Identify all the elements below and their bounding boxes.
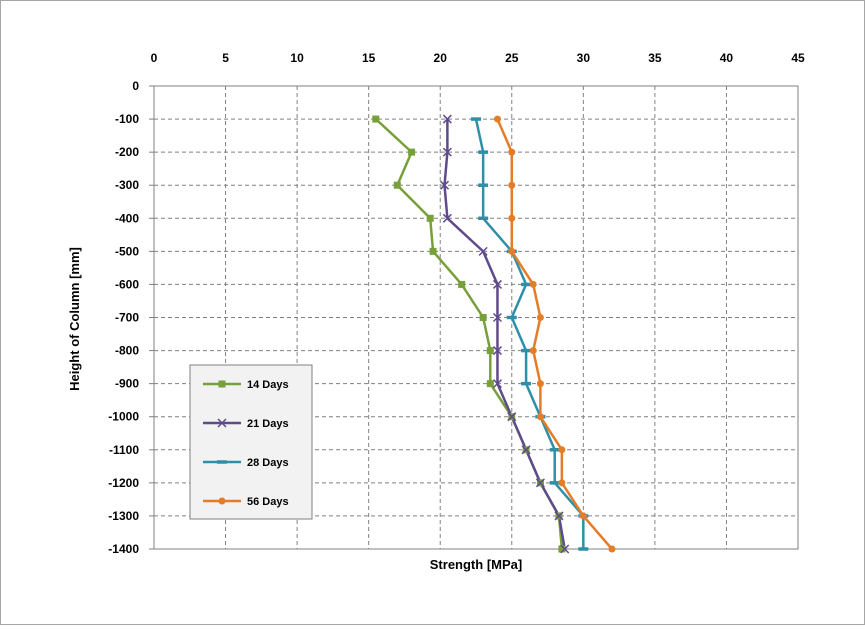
data-point	[529, 280, 537, 288]
x-tick-label: 35	[648, 51, 662, 65]
x-tick-label: 5	[222, 51, 229, 65]
data-point	[218, 497, 226, 505]
data-point	[486, 380, 494, 388]
data-point	[372, 115, 380, 123]
x-axis-title: Strength [MPa]	[430, 557, 522, 572]
data-point	[408, 148, 416, 156]
data-point	[486, 347, 494, 355]
series-lines	[374, 118, 613, 550]
data-point	[439, 180, 450, 190]
legend-label: 14 Days	[247, 379, 289, 391]
x-axis-tick-labels: 0 5 10 15 20 25 30 35 40 45	[151, 51, 805, 65]
data-point	[492, 346, 502, 356]
data-point	[442, 147, 452, 157]
legend-items: 14 Days 21 Days 28 Days 56 Days	[203, 379, 289, 508]
x-tick-label: 15	[362, 51, 376, 65]
legend-label: 28 Days	[247, 457, 289, 469]
legend-box	[189, 364, 313, 520]
data-point	[558, 545, 566, 553]
data-point	[558, 446, 566, 454]
x-tick-label: 45	[791, 51, 805, 65]
data-point	[535, 478, 545, 488]
data-point	[536, 380, 544, 388]
y-tick-label: -400	[115, 211, 139, 225]
data-point	[507, 412, 517, 422]
data-point	[529, 347, 537, 355]
data-point	[508, 214, 516, 222]
series-line	[496, 118, 613, 550]
data-point	[521, 445, 531, 455]
data-point	[393, 181, 401, 189]
data-point	[536, 413, 544, 421]
legend-label: 56 Days	[247, 496, 289, 508]
data-point	[478, 246, 488, 256]
data-point	[560, 544, 570, 554]
data-point	[218, 380, 226, 388]
data-point	[426, 214, 434, 222]
y-axis-title: Height of Column [mm]	[67, 247, 82, 391]
data-point	[554, 511, 564, 521]
x-tick-label: 0	[151, 51, 158, 65]
y-tick-label: 0	[132, 79, 139, 93]
y-tick-label: -1400	[108, 542, 139, 556]
y-tick-label: -600	[115, 277, 139, 291]
legend-label: 21 Days	[247, 418, 289, 430]
y-tick-label: -900	[115, 377, 139, 391]
y-tick-label: -1000	[108, 410, 139, 424]
x-tick-label: 40	[720, 51, 734, 65]
y-tick-label: -100	[115, 112, 139, 126]
x-tick-label: 10	[290, 51, 304, 65]
x-tick-label: 30	[577, 51, 591, 65]
data-point	[508, 247, 516, 255]
data-point	[458, 280, 466, 288]
data-point	[492, 279, 502, 289]
data-point	[579, 512, 587, 520]
data-point	[429, 247, 437, 255]
y-tick-label: -500	[115, 244, 139, 258]
data-point	[608, 545, 616, 553]
y-tick-label: -300	[115, 178, 139, 192]
data-point	[493, 115, 501, 123]
data-point	[442, 213, 452, 223]
y-tick-label: -1100	[109, 443, 139, 457]
y-tick-label: -1300	[108, 509, 139, 523]
x-tick-label: 20	[434, 51, 448, 65]
data-point	[536, 314, 544, 321]
data-point	[558, 479, 566, 487]
y-tick-label: -1200	[108, 476, 139, 490]
series-markers	[372, 114, 616, 554]
series-line	[443, 119, 566, 550]
legend: 14 Days 21 Days 28 Days 56 Days	[189, 364, 313, 520]
data-point	[492, 379, 502, 389]
data-point	[508, 181, 516, 189]
data-point	[508, 148, 516, 156]
data-point	[479, 314, 487, 321]
y-tick-label: -700	[115, 311, 139, 325]
data-point	[442, 114, 452, 124]
y-axis-tick-labels: 0 -100 -200 -300 -400 -500 -600 -700 -800 -900 -10…	[108, 79, 139, 556]
series-line	[474, 118, 585, 549]
data-point	[492, 312, 502, 323]
y-tick-label: -200	[115, 145, 139, 159]
x-tick-label: 25	[505, 51, 519, 65]
data-point	[217, 418, 227, 428]
y-tick-label: -800	[115, 344, 139, 358]
